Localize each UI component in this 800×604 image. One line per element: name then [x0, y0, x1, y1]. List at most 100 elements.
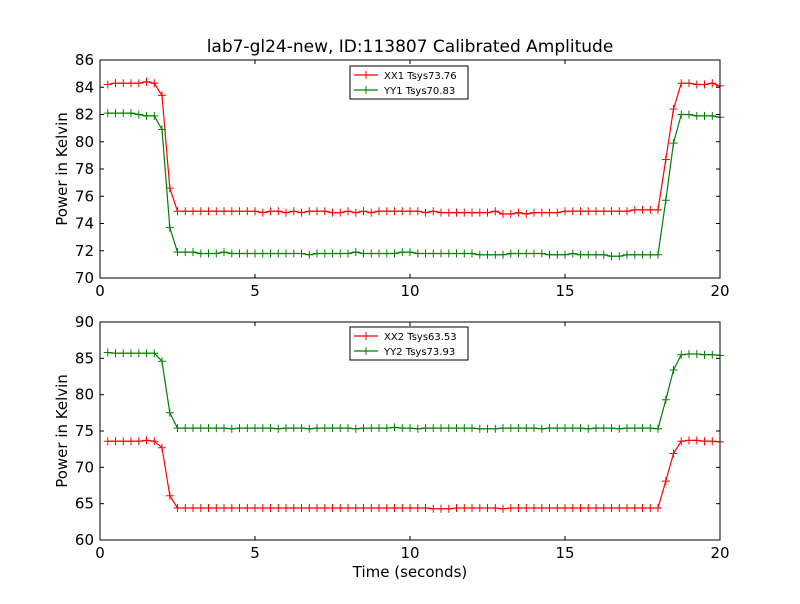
data-point — [390, 504, 399, 512]
data-point — [103, 348, 112, 357]
data-point — [297, 504, 306, 512]
data-point — [669, 366, 678, 374]
data-point — [142, 77, 151, 86]
data-point — [344, 207, 352, 216]
data-point — [336, 249, 345, 258]
data-point — [367, 504, 376, 512]
data-point — [483, 250, 492, 259]
data-point — [506, 210, 515, 218]
data-point — [313, 249, 321, 258]
data-point — [468, 249, 476, 258]
data-point — [258, 208, 267, 217]
legend-label: YY1 Tsys70.83 — [383, 86, 455, 97]
data-point — [677, 79, 686, 88]
y-tick-label: 76 — [75, 187, 94, 205]
data-point — [483, 504, 492, 512]
data-point — [212, 424, 221, 433]
data-point — [506, 424, 515, 433]
data-point — [165, 408, 174, 417]
data-point — [220, 424, 228, 433]
data-point — [375, 249, 383, 258]
data-point — [584, 207, 593, 216]
data-point — [437, 424, 445, 433]
y-tick-label: 80 — [75, 133, 94, 151]
data-point — [522, 249, 531, 258]
data-point — [499, 250, 507, 259]
data-point — [336, 424, 345, 433]
data-point — [646, 250, 655, 259]
data-point — [708, 111, 717, 120]
data-point — [243, 504, 252, 512]
data-point — [444, 249, 453, 258]
data-point — [204, 424, 213, 433]
data-point — [235, 207, 244, 216]
data-point — [111, 109, 120, 118]
data-point — [553, 504, 562, 512]
data-point — [530, 208, 538, 217]
data-point — [592, 250, 600, 259]
data-point — [421, 208, 430, 217]
y-tick-label: 82 — [75, 106, 94, 124]
data-point — [382, 207, 391, 216]
data-point — [119, 349, 128, 358]
data-point — [142, 349, 151, 358]
data-point — [359, 424, 368, 433]
data-point — [677, 350, 686, 359]
legend-box — [349, 326, 469, 361]
data-point — [320, 207, 329, 216]
x-tick-label: 20 — [710, 282, 729, 300]
legend: XX1 Tsys73.76 YY1 Tsys70.83 — [349, 65, 469, 100]
data-point — [491, 504, 500, 512]
data-point — [266, 504, 275, 512]
data-point — [344, 249, 352, 258]
data-point — [165, 491, 174, 500]
data-point — [475, 504, 484, 512]
data-point — [158, 91, 166, 100]
data-point — [646, 424, 655, 433]
data-point — [654, 424, 662, 433]
data-point — [692, 350, 701, 358]
x-tick-label: 10 — [400, 544, 419, 562]
data-point — [576, 207, 585, 216]
data-point — [134, 110, 143, 119]
data-point — [227, 207, 236, 216]
data-point — [592, 504, 600, 512]
data-point — [444, 504, 453, 513]
data-point — [297, 208, 306, 217]
data-point — [615, 252, 624, 261]
data-point — [599, 250, 608, 259]
data-point — [638, 250, 647, 259]
data-point — [282, 424, 290, 433]
data-point — [630, 205, 639, 214]
data-point — [251, 424, 259, 433]
plot-panel-1: 0 5 10 15 20 70 72 74 76 78 80 82 84 86 Power in Kelvi… — [53, 51, 730, 300]
data-point — [235, 249, 244, 258]
data-point — [375, 207, 383, 216]
data-point — [537, 504, 546, 512]
data-point — [460, 504, 469, 512]
data-point — [351, 504, 360, 512]
data-point — [685, 350, 693, 358]
data-point — [212, 207, 221, 216]
data-point — [615, 424, 624, 433]
data-point — [669, 139, 678, 148]
chart-title: lab7-gl24-new, ID:113807 Calibrated Ampl… — [207, 37, 614, 57]
data-point — [189, 504, 197, 512]
x-tick-label: 0 — [95, 544, 105, 562]
data-point — [359, 249, 368, 258]
data-point — [313, 504, 321, 512]
data-point — [654, 205, 662, 214]
data-point — [251, 207, 259, 216]
data-point — [421, 424, 430, 433]
data-point — [328, 504, 337, 512]
data-point — [669, 449, 678, 458]
data-point — [142, 111, 151, 120]
data-point — [522, 210, 531, 218]
data-point — [561, 504, 569, 512]
data-point — [630, 504, 639, 512]
data-point — [328, 208, 337, 217]
data-point — [344, 424, 352, 433]
data-point — [475, 424, 484, 433]
data-point — [406, 248, 414, 257]
